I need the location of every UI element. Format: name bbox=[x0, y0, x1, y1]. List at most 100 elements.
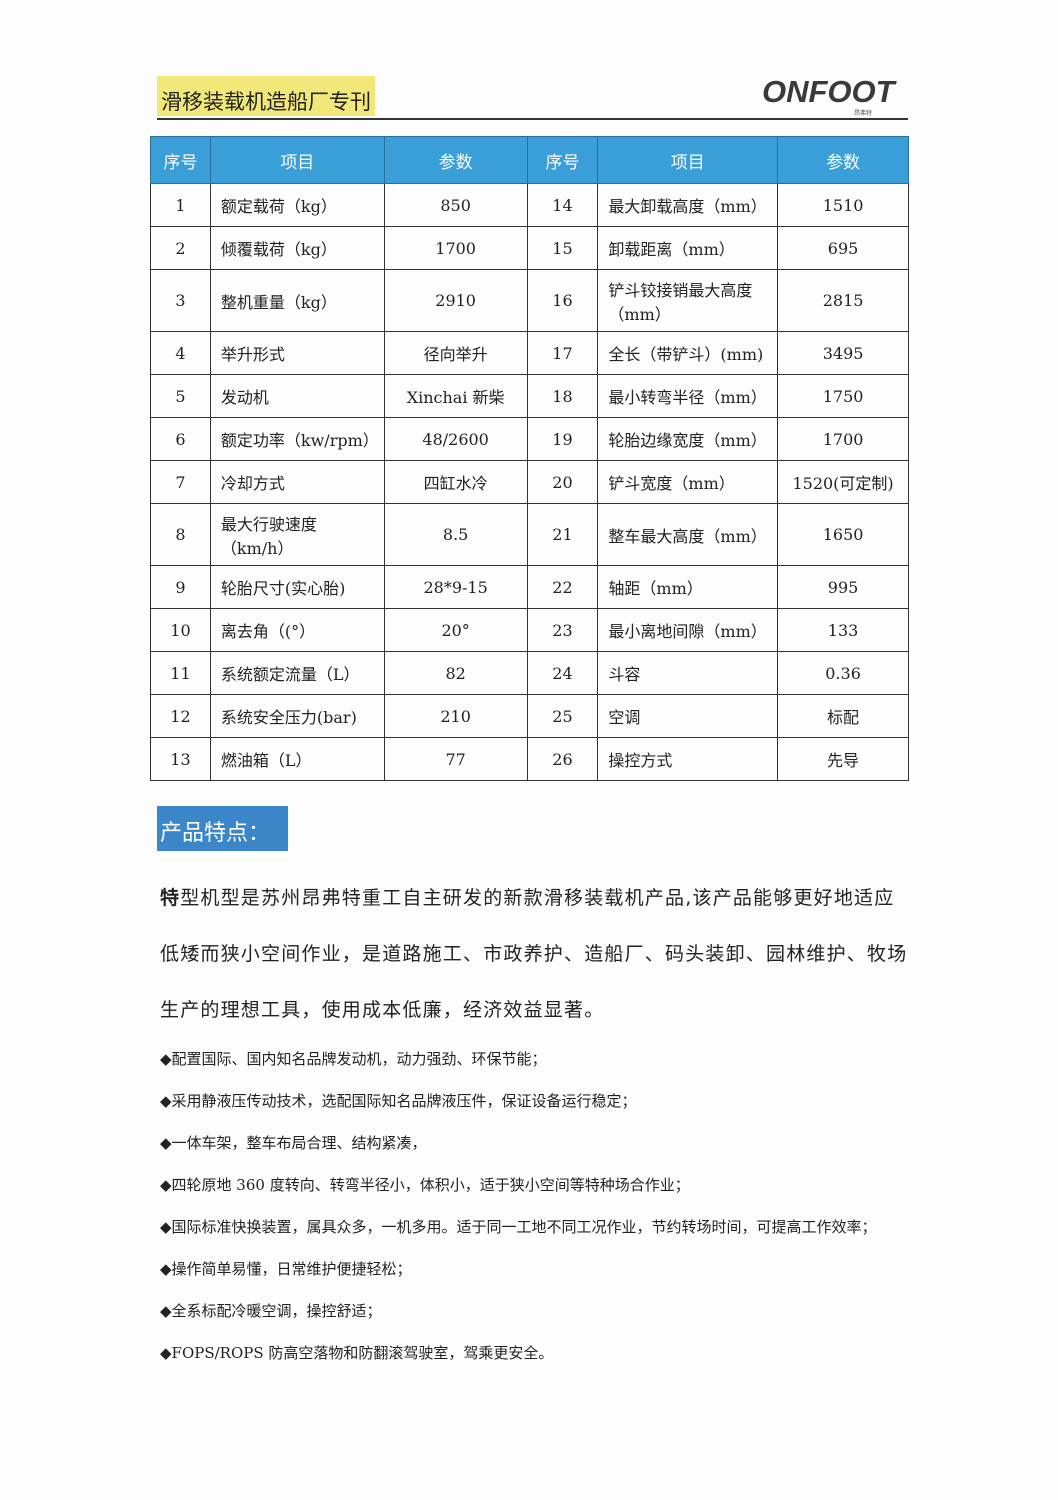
intro-bold: 特 bbox=[160, 887, 181, 909]
table-row: 5 发动机 Xinchai 新柴 18 最小转弯半径（mm） 1750 bbox=[150, 374, 909, 418]
table-cell: 19 bbox=[526, 417, 599, 461]
table-cell: 14 bbox=[526, 183, 599, 227]
column-header: 序号 bbox=[150, 136, 211, 184]
table-cell: 发动机 bbox=[209, 374, 385, 418]
table-cell: 21 bbox=[526, 503, 599, 566]
table-row: 1 额定载荷（kg） 850 14 最大卸载高度（mm） 1510 bbox=[150, 183, 909, 227]
column-header: 参数 bbox=[777, 136, 909, 184]
table-cell: 空调 bbox=[597, 694, 779, 738]
table-cell: 20° bbox=[383, 608, 528, 652]
table-cell: 3 bbox=[150, 269, 211, 332]
table-cell: 0.36 bbox=[777, 651, 909, 695]
table-cell: 23 bbox=[526, 608, 599, 652]
table-cell: 7 bbox=[150, 460, 211, 504]
table-cell: 铲斗宽度（mm） bbox=[597, 460, 779, 504]
table-row: 2 倾覆载荷（kg） 1700 15 卸载距离（mm） 695 bbox=[150, 226, 909, 270]
table-cell: 10 bbox=[150, 608, 211, 652]
table-cell: 13 bbox=[150, 737, 211, 781]
column-header: 参数 bbox=[383, 136, 528, 184]
feature-item: ◆采用静液压传动技术，选配国际知名品牌液压件，保证设备运行稳定； bbox=[160, 1092, 637, 1110]
feature-item: ◆操作简单易懂，日常维护便捷轻松； bbox=[160, 1260, 412, 1278]
table-row: 6 额定功率（kw/rpm） 48/2600 19 轮胎边缘宽度（mm） 1700 bbox=[150, 417, 909, 461]
table-cell: 48/2600 bbox=[383, 417, 528, 461]
table-cell: 850 bbox=[383, 183, 528, 227]
table-row: 9 轮胎尺寸(实心胎) 28*9-15 22 轴距（mm） 995 bbox=[150, 565, 909, 609]
table-cell: 18 bbox=[526, 374, 599, 418]
table-cell: 标配 bbox=[777, 694, 909, 738]
table-row: 7 冷却方式 四缸水冷 20 铲斗宽度（mm） 1520(可定制) bbox=[150, 460, 909, 504]
table-cell: 26 bbox=[526, 737, 599, 781]
table-cell: 9 bbox=[150, 565, 211, 609]
features-intro: 特型机型是苏州昂弗特重工自主研发的新款滑移装载机产品,该产品能够更好地适应低矮而… bbox=[160, 870, 910, 1038]
table-cell: 8.5 bbox=[383, 503, 528, 566]
feature-item: ◆配置国际、国内知名品牌发动机，动力强劲、环保节能； bbox=[160, 1050, 547, 1068]
table-cell: 操控方式 bbox=[597, 737, 779, 781]
table-cell: 系统额定流量（L） bbox=[209, 651, 385, 695]
feature-item: ◆国际标准快换装置，属具众多，一机多用。适于同一工地不同工况作业，节约转场时间，… bbox=[160, 1218, 877, 1236]
table-cell: 24 bbox=[526, 651, 599, 695]
table-cell: 28*9-15 bbox=[383, 565, 528, 609]
table-cell: 12 bbox=[150, 694, 211, 738]
table-cell: 25 bbox=[526, 694, 599, 738]
table-cell: 轴距（mm） bbox=[597, 565, 779, 609]
table-row: 11 系统额定流量（L） 82 24 斗容 0.36 bbox=[150, 651, 909, 695]
table-row: 12 系统安全压力(bar) 210 25 空调 标配 bbox=[150, 694, 909, 738]
table-cell: 冷却方式 bbox=[209, 460, 385, 504]
table-cell: 77 bbox=[383, 737, 528, 781]
table-cell: 6 bbox=[150, 417, 211, 461]
table-cell: 额定载荷（kg） bbox=[209, 183, 385, 227]
table-cell: 轮胎边缘宽度（mm） bbox=[597, 417, 779, 461]
feature-item: ◆FOPS/ROPS 防高空落物和防翻滚驾驶室，驾乘更安全。 bbox=[160, 1344, 554, 1362]
table-cell: 最大卸载高度（mm） bbox=[597, 183, 779, 227]
table-cell: 举升形式 bbox=[209, 331, 385, 375]
header-divider bbox=[157, 118, 908, 120]
logo-word: ONFOOT bbox=[762, 74, 895, 109]
table-cell: 倾覆载荷（kg） bbox=[209, 226, 385, 270]
table-cell: 2910 bbox=[383, 269, 528, 332]
table-cell: 燃油箱（L） bbox=[209, 737, 385, 781]
table-cell: 卸载距离（mm） bbox=[597, 226, 779, 270]
table-cell: 额定功率（kw/rpm） bbox=[209, 417, 385, 461]
table-cell: 1 bbox=[150, 183, 211, 227]
table-cell: 最小离地间隙（mm） bbox=[597, 608, 779, 652]
column-header: 项目 bbox=[209, 136, 385, 184]
table-cell: Xinchai 新柴 bbox=[383, 374, 528, 418]
features-heading: 产品特点： bbox=[157, 806, 288, 851]
table-row: 10 离去角（(°） 20° 23 最小离地间隙（mm） 133 bbox=[150, 608, 909, 652]
table-cell: 16 bbox=[526, 269, 599, 332]
logo-sub: 昂弗特 bbox=[853, 110, 872, 117]
table-row: 13 燃油箱（L） 77 26 操控方式 先导 bbox=[150, 737, 909, 781]
table-cell: 离去角（(°） bbox=[209, 608, 385, 652]
table-row: 3 整机重量（kg） 2910 16 铲斗铰接销最大高度（mm） 2815 bbox=[150, 269, 909, 332]
table-cell: 系统安全压力(bar) bbox=[209, 694, 385, 738]
table-cell: 整机重量（kg） bbox=[209, 269, 385, 332]
column-header: 序号 bbox=[526, 136, 599, 184]
table-cell: 1650 bbox=[777, 503, 909, 566]
spec-table: 序号 项目 参数 序号 项目 参数 1 额定载荷（kg） 850 14 最大卸载高度（mm） 151… bbox=[150, 136, 909, 781]
table-cell: 1520(可定制) bbox=[777, 460, 909, 504]
table-cell: 15 bbox=[526, 226, 599, 270]
table-cell: 先导 bbox=[777, 737, 909, 781]
table-row: 8 最大行驶速度（km/h） 8.5 21 整车最大高度（mm） 1650 bbox=[150, 503, 909, 566]
table-cell: 2815 bbox=[777, 269, 909, 332]
feature-item: ◆一体车架，整车布局合理、结构紧凑， bbox=[160, 1134, 427, 1152]
table-cell: 695 bbox=[777, 226, 909, 270]
table-cell: 3495 bbox=[777, 331, 909, 375]
table-cell: 22 bbox=[526, 565, 599, 609]
table-cell: 5 bbox=[150, 374, 211, 418]
table-cell: 四缸水冷 bbox=[383, 460, 528, 504]
intro-text: 型机型是苏州昂弗特重工自主研发的新款滑移装载机产品,该产品能够更好地适应低矮而狭… bbox=[160, 887, 908, 1021]
feature-item: ◆四轮原地 360 度转向、转弯半径小，体积小，适于狭小空间等特种场合作业； bbox=[160, 1176, 690, 1194]
table-cell: 133 bbox=[777, 608, 909, 652]
table-cell: 1700 bbox=[777, 417, 909, 461]
column-header: 项目 bbox=[597, 136, 779, 184]
table-cell: 整车最大高度（mm） bbox=[597, 503, 779, 566]
table-cell: 4 bbox=[150, 331, 211, 375]
table-cell: 210 bbox=[383, 694, 528, 738]
table-cell: 1700 bbox=[383, 226, 528, 270]
table-cell: 1510 bbox=[777, 183, 909, 227]
page-title: 滑移装载机造船厂专刊 bbox=[157, 76, 375, 116]
table-cell: 径向举升 bbox=[383, 331, 528, 375]
table-cell: 斗容 bbox=[597, 651, 779, 695]
